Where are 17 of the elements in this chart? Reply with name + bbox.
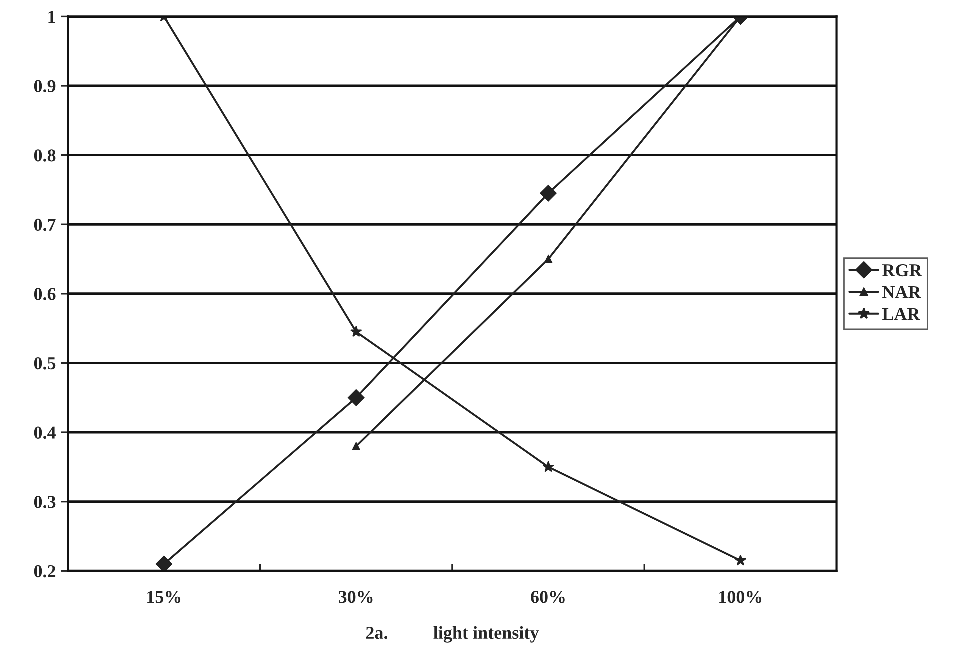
y-tick-label: 0.3 [34, 496, 56, 508]
x-tick-label: 100% [720, 591, 762, 604]
y-tick-label: 0.9 [34, 80, 56, 93]
y-tick-label: 0.7 [34, 218, 56, 232]
y-tick-label: 0.4 [34, 426, 56, 440]
y-tick-label: 0.6 [34, 288, 56, 300]
legend-label: LAR [882, 308, 920, 320]
legend-label: RGR [882, 264, 922, 277]
x-tick-label: 60% [531, 591, 565, 604]
x-tick-label: 15% [148, 591, 181, 604]
legend-label: NAR [882, 286, 922, 298]
y-tick-label: 0.2 [34, 565, 56, 578]
y-tick-label: 1 [48, 11, 56, 23]
x-axis-title: 2a. light intensity [366, 626, 540, 643]
y-tick-label: 0.8 [34, 150, 56, 162]
y-tick-label: 0.5 [34, 357, 56, 370]
x-tick-label: 30% [338, 591, 373, 604]
